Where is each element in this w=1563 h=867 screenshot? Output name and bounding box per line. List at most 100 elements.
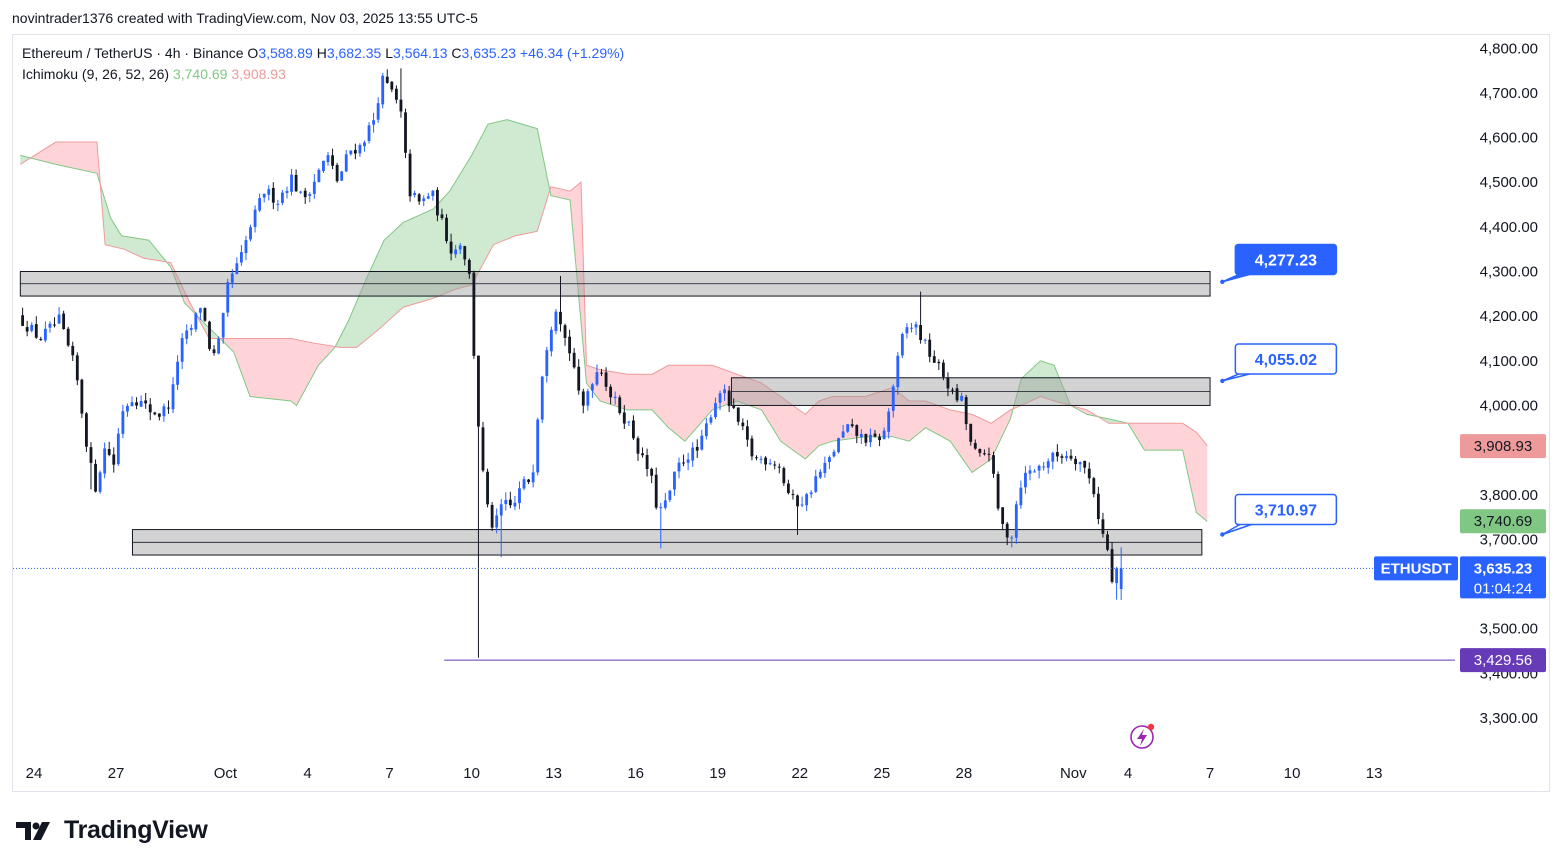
- candle: [267, 185, 271, 201]
- x-tick-label: 28: [956, 765, 973, 782]
- candle: [1028, 465, 1032, 481]
- x-tick-label: 10: [463, 765, 480, 782]
- ichimoku-span-a-line: [20, 119, 1208, 522]
- candle-body: [153, 412, 157, 415]
- candle-body: [504, 499, 508, 505]
- candle: [896, 352, 900, 395]
- candle-body: [572, 352, 576, 368]
- candle: [203, 307, 207, 322]
- callout-label: 3,710.97: [1255, 502, 1317, 519]
- candle: [828, 455, 831, 470]
- candle: [864, 433, 868, 447]
- y-tick-label: 3,500.00: [1480, 621, 1538, 638]
- candle-body: [1033, 471, 1036, 473]
- plot-area: [13, 68, 1455, 661]
- candle: [198, 307, 202, 321]
- candle-body: [604, 372, 608, 387]
- candle-body: [932, 356, 936, 363]
- candle: [891, 384, 895, 418]
- y-tick-label: 4,800.00: [1480, 40, 1538, 57]
- candle-body: [855, 425, 859, 436]
- candle-body: [777, 466, 781, 468]
- candle: [800, 496, 804, 508]
- candle-body: [622, 412, 626, 424]
- brand-name: TradingView: [64, 816, 208, 844]
- low-label: L: [385, 45, 394, 61]
- candle: [513, 496, 517, 511]
- candle-body: [249, 227, 252, 240]
- candle-body: [636, 438, 640, 454]
- candle-body: [641, 453, 644, 456]
- candle: [440, 208, 444, 221]
- candle: [162, 403, 166, 422]
- candle-body: [654, 474, 658, 508]
- candle-body: [568, 336, 572, 354]
- price-label-box: [1460, 509, 1546, 534]
- callout-box: [1234, 343, 1338, 375]
- y-tick-label: 3,300.00: [1480, 710, 1538, 727]
- candle: [413, 190, 417, 198]
- candle: [545, 346, 549, 383]
- candle-body: [755, 457, 758, 459]
- candle-body: [230, 273, 234, 283]
- candle: [171, 377, 175, 414]
- candle: [39, 336, 43, 341]
- y-tick-label: 3,800.00: [1480, 487, 1538, 504]
- candle-body: [1019, 487, 1023, 506]
- candle-body: [203, 308, 207, 321]
- callout-anchor-dot: [1220, 378, 1225, 384]
- ichimoku-cloud-bullish: [102, 191, 168, 264]
- candle: [873, 430, 877, 438]
- candle: [709, 414, 713, 425]
- candle-body: [850, 424, 854, 427]
- candle-body: [281, 192, 284, 203]
- candle-body: [996, 474, 1000, 509]
- candle: [1083, 460, 1087, 474]
- candle-body: [399, 99, 403, 112]
- close-value: 3,635.23: [461, 45, 517, 61]
- candle-body: [262, 193, 266, 198]
- candle: [627, 420, 631, 427]
- candle: [1115, 566, 1119, 600]
- candle-body: [162, 406, 166, 417]
- candle: [408, 149, 412, 202]
- candle: [235, 257, 239, 275]
- candle-body: [905, 327, 909, 334]
- candle: [878, 433, 881, 447]
- candle-body: [208, 321, 211, 349]
- candle: [823, 456, 827, 478]
- candle: [98, 470, 102, 494]
- candle: [167, 400, 170, 414]
- candle-body: [167, 407, 170, 409]
- candle: [741, 418, 745, 431]
- lightning-icon: [1130, 723, 1155, 749]
- candle: [1001, 507, 1005, 531]
- candle: [135, 397, 138, 410]
- candle: [126, 403, 129, 417]
- x-tick-label: 22: [791, 765, 808, 782]
- candle: [372, 112, 376, 133]
- candle: [518, 481, 521, 510]
- candle: [941, 359, 945, 381]
- candle: [882, 427, 886, 440]
- candle: [745, 420, 749, 447]
- candle: [148, 398, 152, 421]
- candle: [194, 312, 198, 333]
- candle: [353, 143, 357, 160]
- candles: [21, 68, 1123, 658]
- tradingview-logo[interactable]: TradingView: [16, 816, 208, 845]
- tradingview-logo-icon: [16, 821, 50, 840]
- symbol-title[interactable]: Ethereum / TetherUS · 4h · Binance: [22, 45, 244, 61]
- candle-body: [422, 198, 426, 202]
- candle-body: [928, 339, 932, 357]
- candle-body: [244, 240, 248, 254]
- candle-body: [709, 417, 713, 423]
- candle: [294, 169, 298, 192]
- candle-body: [773, 464, 777, 466]
- candle-body: [180, 338, 184, 362]
- candle: [600, 369, 603, 377]
- indicator-name[interactable]: Ichimoku (9, 26, 52, 26): [22, 66, 170, 82]
- candle: [905, 323, 909, 339]
- candle-body: [308, 194, 312, 196]
